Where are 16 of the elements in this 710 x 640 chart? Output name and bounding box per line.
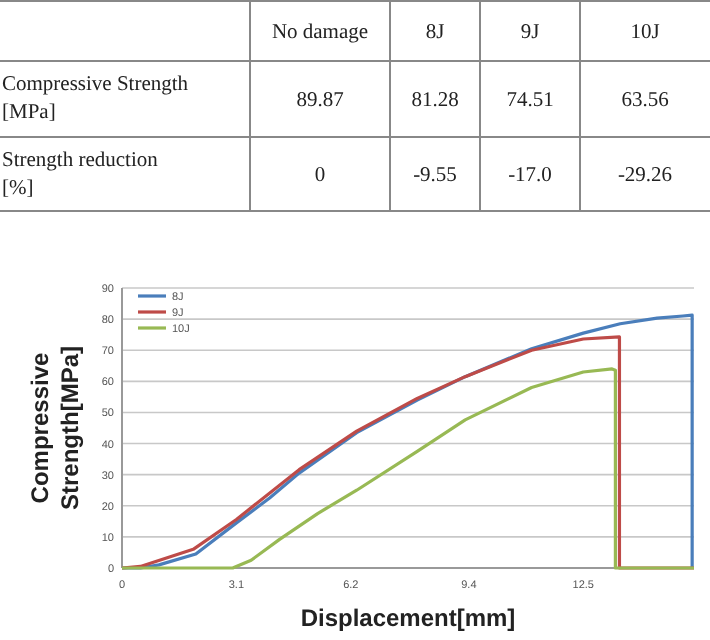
text: -9.55 [413, 165, 457, 187]
text: 63.56 [621, 90, 669, 112]
text: 81.28 [411, 90, 459, 112]
text: -17.0 [508, 165, 552, 187]
text: 74.51 [506, 90, 554, 112]
text: 0 [314, 165, 326, 187]
category-label: 10J [630, 22, 660, 44]
text: 89.87 [296, 90, 344, 112]
category-label: 9J [520, 22, 540, 44]
y-axis-title: Compressive Strength[MPa] [26, 346, 84, 510]
category-label: Compressive Strength [MPa] [2, 74, 189, 124]
text: -29.26 [617, 165, 673, 187]
category-label: 8J [425, 22, 445, 44]
category-label: No damage [271, 22, 369, 44]
category-label: Strength reduction [%] [2, 150, 158, 200]
x-axis-title: Displacement[mm] [300, 604, 516, 632]
